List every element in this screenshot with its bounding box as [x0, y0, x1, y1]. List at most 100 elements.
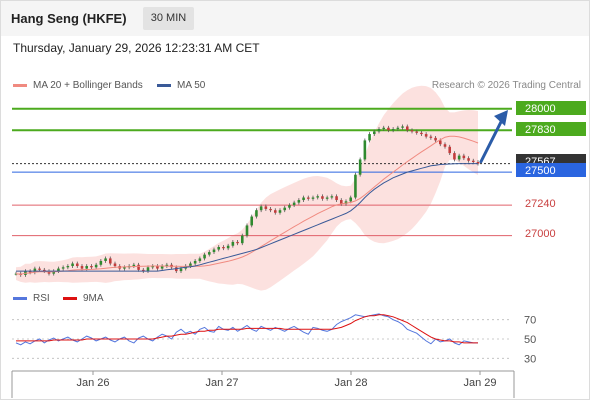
candle-body [231, 241, 235, 246]
candle-body [476, 161, 480, 164]
level-label-27500: 27500 [516, 163, 586, 177]
legend-ma50: MA 50 [157, 80, 205, 91]
candle-body [448, 146, 452, 154]
candle-body [66, 266, 70, 268]
level-label-text: 27500 [525, 165, 556, 177]
candle-body [372, 131, 376, 135]
bollinger-fill [16, 85, 478, 291]
candle-body [57, 268, 60, 272]
candle-body [321, 196, 324, 199]
candle-body [189, 263, 192, 267]
candle-body [226, 245, 230, 249]
instrument-title: Hang Seng (HKFE) [11, 11, 127, 26]
legend-ma50-label: MA 50 [177, 80, 206, 91]
candle-body [156, 266, 159, 269]
candle-body [382, 127, 386, 129]
x-tick-label: Jan 27 [205, 377, 238, 389]
candle-body [453, 153, 456, 160]
candle-body [250, 216, 254, 226]
candle-body [42, 269, 46, 272]
candle-body [75, 263, 79, 267]
candle-body [245, 225, 249, 236]
candle-body [283, 207, 287, 211]
candle-body [420, 132, 423, 135]
candle-body [311, 197, 315, 199]
candle-body [80, 266, 84, 269]
candle-body [462, 155, 466, 159]
bollinger-bands [16, 85, 478, 291]
level-lines [12, 107, 512, 237]
candle-body [387, 127, 390, 131]
candle-body [297, 200, 301, 203]
rsi-ma-swatch-icon [63, 296, 77, 300]
candle-body [401, 126, 404, 128]
rsi-tick-label: 30 [524, 353, 536, 365]
candle-body [467, 158, 470, 161]
forecast-arrow-icon [479, 109, 508, 164]
candle-body [424, 134, 428, 137]
candle-body [410, 130, 414, 132]
candle-body [104, 258, 107, 261]
candle-body [85, 266, 89, 269]
candle-body [349, 197, 353, 202]
legend-ma20: MA 20 + Bollinger Bands [13, 80, 143, 91]
rsi-tick-label: 50 [524, 334, 536, 346]
candle-body [113, 263, 117, 267]
candle-body [339, 200, 343, 204]
rsi-tick-label: 70 [524, 315, 536, 327]
candle-body [391, 128, 395, 131]
x-axis: Jan 26 Jan 27 Jan 28 Jan 29 [11, 370, 515, 398]
candle-body [28, 271, 32, 273]
candle-body [222, 247, 225, 249]
candles [14, 124, 480, 277]
candle-body [330, 196, 334, 198]
timeframe-button[interactable]: 30 MIN [143, 7, 194, 30]
candle-body [71, 263, 74, 267]
candle-body [264, 206, 268, 209]
legend-rsi: RSI [13, 293, 50, 304]
candle-body [405, 126, 409, 131]
candle-body [354, 174, 357, 198]
candle-body [108, 258, 112, 264]
candle-body [207, 252, 211, 255]
candle-body [302, 197, 305, 201]
candle-body [363, 140, 367, 160]
candle-body [259, 206, 263, 211]
rsi-swatch-icon [13, 296, 27, 300]
rsi-line [15, 313, 478, 346]
candle-body [203, 254, 206, 259]
candle-body [217, 247, 221, 250]
candle-body [396, 127, 400, 129]
candle-body [255, 210, 258, 217]
legend-rsi-label: RSI [33, 293, 50, 304]
candle-body [151, 266, 155, 268]
candle-body [160, 266, 164, 269]
candle-body [358, 159, 362, 175]
header-bar [0, 0, 590, 36]
candle-body [174, 267, 178, 272]
candle-body [457, 155, 461, 160]
ma50-line [16, 163, 478, 272]
legend-rsi-ma: 9MA [63, 293, 104, 304]
ma20-line [15, 135, 479, 275]
candle-body [438, 140, 442, 145]
candle-body [146, 267, 150, 272]
level-label-28000: 28000 [516, 101, 586, 115]
ma50-swatch-icon [157, 83, 171, 87]
x-tick-label: Jan 26 [76, 377, 109, 389]
candle-body [368, 134, 371, 141]
candle-body [137, 264, 140, 270]
candle-body [429, 136, 433, 138]
rsi-ma-line [16, 314, 478, 344]
candle-body [335, 196, 338, 201]
candle-body [278, 210, 282, 213]
level-label-text: 27830 [525, 124, 556, 136]
ma20-swatch-icon [13, 83, 27, 87]
level-label-27830: 27830 [516, 122, 586, 136]
candle-body [90, 266, 93, 268]
candle-body [306, 197, 310, 199]
candle-body [193, 260, 197, 264]
candle-body [240, 235, 244, 244]
level-label-text: 27000 [525, 228, 556, 240]
